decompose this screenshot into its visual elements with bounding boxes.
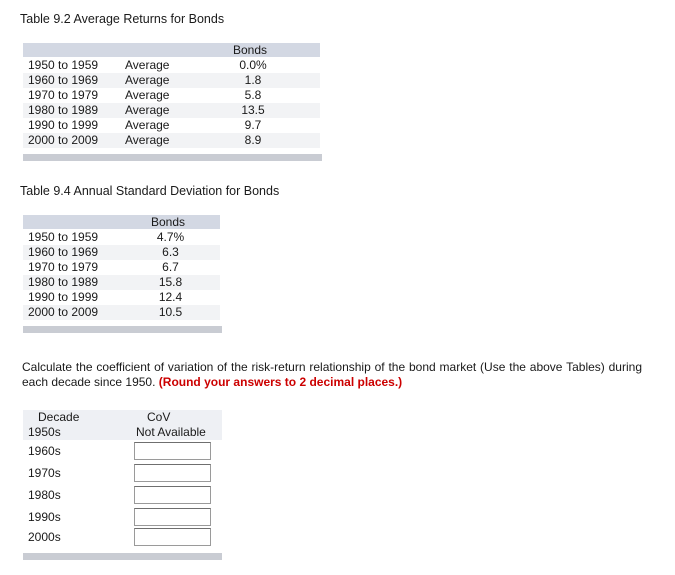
cov-column-header: CoV [147, 410, 171, 424]
answer-row-2000s: 2000s [23, 526, 222, 548]
table-9-2-footer-bar [23, 154, 322, 161]
table-row: 1990 to 1999 12.4 [23, 290, 220, 305]
cov-input-1980s[interactable] [134, 486, 211, 504]
value-cell: 5.8 [244, 88, 262, 102]
period-cell: 1980 to 1989 [28, 275, 99, 289]
value-cell: 10.5 [158, 305, 183, 319]
period-cell: 1960 to 1969 [28, 245, 99, 259]
table-9-4-title: Table 9.4 Annual Standard Deviation for … [20, 184, 280, 198]
table-row: 1980 to 1989 15.8 [23, 275, 220, 290]
question-text: Calculate the coefficient of variation o… [22, 360, 642, 390]
decade-label: 1970s [28, 466, 61, 480]
value-cell: 12.4 [158, 290, 183, 304]
period-cell: 1960 to 1969 [28, 73, 99, 87]
cov-input-1960s[interactable] [134, 442, 211, 460]
decade-label: 1960s [28, 444, 61, 458]
cov-input-2000s[interactable] [134, 528, 211, 546]
bonds-column-header: Bonds [233, 43, 268, 57]
value-cell: 0.0% [239, 58, 267, 72]
period-cell: 1990 to 1999 [28, 118, 99, 132]
period-cell: 2000 to 2009 [28, 305, 99, 319]
value-cell: 13.5 [241, 103, 265, 117]
bonds-column-header: Bonds [151, 215, 186, 229]
stat-cell: Average [125, 73, 170, 87]
period-cell: 1950 to 1959 [28, 58, 99, 72]
table-row: 2000 to 2009 Average 8.9 [23, 133, 320, 148]
value-cell: 6.7 [162, 260, 179, 274]
table-row: 2000 to 2009 10.5 [23, 305, 220, 320]
table-row: 1970 to 1979 6.7 [23, 260, 220, 275]
period-cell: 1970 to 1979 [28, 260, 99, 274]
stat-cell: Average [125, 58, 170, 72]
value-cell: 15.8 [158, 275, 183, 289]
table-9-2-header: Bonds [23, 43, 320, 57]
table-row: 1950 to 1959 4.7% [23, 230, 220, 245]
period-cell: 1970 to 1979 [28, 88, 99, 102]
table-row: 1960 to 1969 Average 1.8 [23, 73, 320, 88]
cov-input-1990s[interactable] [134, 508, 211, 526]
value-cell: 1.8 [244, 73, 262, 87]
cov-1950s-value: Not Available [136, 425, 206, 439]
answer-row-1990s: 1990s [23, 506, 222, 528]
value-cell: 8.9 [244, 133, 262, 147]
table-9-4-header: Bonds [23, 215, 220, 229]
period-cell: 1950 to 1959 [28, 230, 99, 244]
decade-column-header: Decade [38, 410, 80, 424]
stat-cell: Average [125, 133, 170, 147]
value-cell: 4.7% [156, 230, 185, 244]
decade-1950s-label: 1950s [28, 425, 61, 439]
table-row: 1950 to 1959 Average 0.0% [23, 58, 320, 73]
answer-row-1970s: 1970s [23, 462, 222, 484]
cov-input-1970s[interactable] [134, 464, 211, 482]
period-cell: 1990 to 1999 [28, 290, 99, 304]
stat-cell: Average [125, 88, 170, 102]
answer-table-footer-bar [23, 553, 222, 560]
value-cell: 6.3 [162, 245, 179, 259]
table-row: 1990 to 1999 Average 9.7 [23, 118, 320, 133]
table-9-4-footer-bar [23, 326, 222, 333]
rounding-instruction: (Round your answers to 2 decimal places.… [158, 375, 403, 389]
table-9-2-title: Table 9.2 Average Returns for Bonds [20, 12, 225, 26]
decade-label: 1990s [28, 510, 61, 524]
answer-row-1960s: 1960s [23, 440, 222, 462]
answer-table-header: Decade CoV 1950s Not Available [23, 410, 222, 440]
table-row: 1970 to 1979 Average 5.8 [23, 88, 320, 103]
stat-cell: Average [125, 118, 170, 132]
answer-row-1980s: 1980s [23, 484, 222, 506]
period-cell: 1980 to 1989 [28, 103, 99, 117]
period-cell: 2000 to 2009 [28, 133, 99, 147]
stat-cell: Average [125, 103, 170, 117]
question-body: Calculate the coefficient of variation o… [22, 360, 642, 389]
table-row: 1960 to 1969 6.3 [23, 245, 220, 260]
value-cell: 9.7 [244, 118, 262, 132]
decade-label: 2000s [28, 530, 61, 544]
decade-label: 1980s [28, 488, 61, 502]
table-row: 1980 to 1989 Average 13.5 [23, 103, 320, 118]
